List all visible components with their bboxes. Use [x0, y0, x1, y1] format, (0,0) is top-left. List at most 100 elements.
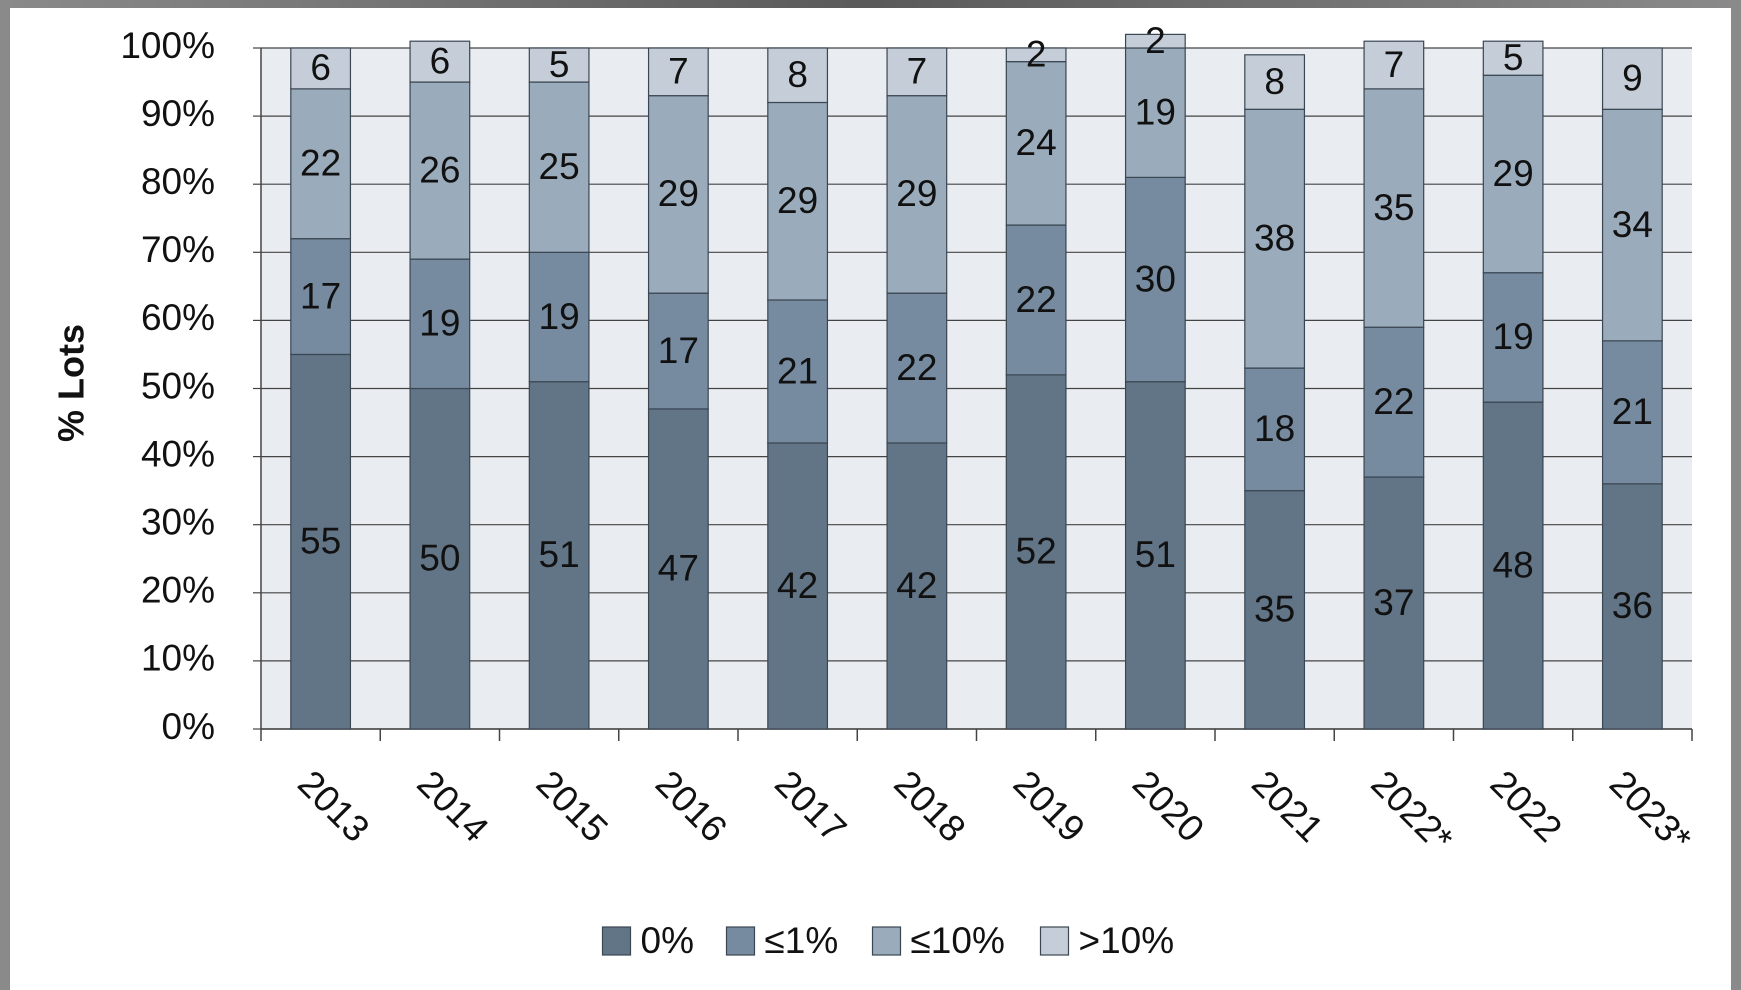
legend-swatch [601, 926, 632, 956]
data-label: 6 [310, 47, 331, 88]
y-tick-label: 30% [141, 501, 215, 542]
bar-segment [1005, 47, 1067, 63]
bar-segment [1482, 40, 1544, 76]
data-label: 19 [1493, 316, 1534, 357]
bar-segment [886, 442, 948, 730]
legend-label: ≤1% [765, 920, 839, 961]
y-tick-label: 80% [141, 161, 215, 202]
y-tick-label: 40% [141, 433, 215, 474]
data-label: 22 [1016, 279, 1057, 320]
bar-segment [767, 47, 829, 104]
legend-swatch [871, 926, 902, 956]
y-tick-label: 100% [120, 25, 215, 66]
data-label: 35 [1254, 589, 1295, 630]
data-label: 52 [1016, 531, 1057, 572]
y-tick-label: 60% [141, 297, 215, 338]
y-tick-label: 50% [141, 365, 215, 406]
bar-segment [1244, 490, 1306, 730]
data-label: 19 [539, 296, 580, 337]
data-label: 42 [777, 565, 818, 606]
bar-segment [886, 292, 948, 444]
bar-segment [1601, 340, 1663, 485]
data-label: 6 [430, 40, 451, 81]
data-label: 22 [1373, 381, 1414, 422]
bar-segment [647, 292, 709, 410]
bar-segment [647, 408, 709, 730]
bar-segment [290, 47, 352, 90]
bar-segment [1482, 401, 1544, 730]
data-label: 47 [658, 548, 699, 589]
bar-segment [1005, 374, 1067, 730]
legend-swatch [725, 926, 756, 956]
bar-segment [767, 442, 829, 730]
data-label: 17 [300, 275, 341, 316]
bar-segment [1482, 74, 1544, 274]
bar-segment [1124, 33, 1186, 49]
legend-swatch [1039, 926, 1070, 956]
bar-segment [1363, 326, 1425, 478]
bar-segment [1601, 483, 1663, 730]
data-label: 22 [896, 347, 937, 388]
data-label: 19 [1135, 91, 1176, 132]
data-label: 42 [896, 565, 937, 606]
data-label: 30 [1135, 258, 1176, 299]
bar-segment [1005, 61, 1067, 226]
bar-segment [1601, 47, 1663, 110]
legend-label: >10% [1079, 920, 1175, 961]
bar-segment [1363, 40, 1425, 90]
data-label: 55 [300, 521, 341, 562]
bar-segment [1363, 88, 1425, 328]
data-label: 8 [787, 54, 808, 95]
bar-segment [409, 40, 471, 83]
bar-segment [1363, 476, 1425, 730]
y-tick-label: 0% [162, 706, 215, 747]
bar-segment [1244, 54, 1306, 110]
legend-label: 0% [641, 920, 694, 961]
data-label: 38 [1254, 217, 1295, 258]
data-label: 17 [658, 330, 699, 371]
legend-label: ≤10% [911, 920, 1005, 961]
bar-segment [290, 238, 352, 356]
data-label: 5 [549, 44, 570, 85]
bar-segment [290, 88, 352, 240]
data-label: 21 [1612, 391, 1653, 432]
bar-segment [886, 95, 948, 294]
bar-segment [1482, 272, 1544, 403]
data-label: 51 [1135, 534, 1176, 575]
data-label: 2 [1026, 34, 1047, 75]
bar-segment [767, 299, 829, 444]
data-label: 29 [658, 173, 699, 214]
data-label: 7 [907, 51, 928, 92]
data-label: 36 [1612, 585, 1653, 626]
data-label: 34 [1612, 204, 1653, 245]
data-label: 48 [1493, 544, 1534, 585]
bar-segment [1005, 224, 1067, 376]
data-label: 50 [419, 538, 460, 579]
data-label: 18 [1254, 408, 1295, 449]
y-tick-label: 70% [141, 229, 215, 270]
data-label: 2 [1145, 20, 1166, 61]
data-label: 21 [777, 350, 818, 391]
bar-segment [528, 381, 590, 730]
data-label: 19 [419, 303, 460, 344]
data-label: 29 [896, 173, 937, 214]
y-tick-label: 10% [141, 638, 215, 679]
y-tick-label: 20% [141, 570, 215, 611]
bar-segment [528, 47, 590, 83]
bar-segment [409, 81, 471, 260]
bar-segment [290, 353, 352, 730]
data-label: 7 [1384, 44, 1405, 85]
data-label: 35 [1373, 187, 1414, 228]
bar-segment [767, 101, 829, 301]
data-label: 8 [1264, 61, 1285, 102]
data-label: 25 [539, 146, 580, 187]
bar-segment [528, 81, 590, 253]
data-label: 26 [419, 149, 460, 190]
data-label: 7 [668, 51, 689, 92]
data-label: 29 [777, 180, 818, 221]
data-label: 29 [1493, 153, 1534, 194]
data-label: 37 [1373, 582, 1414, 623]
bar-segment [886, 47, 948, 97]
